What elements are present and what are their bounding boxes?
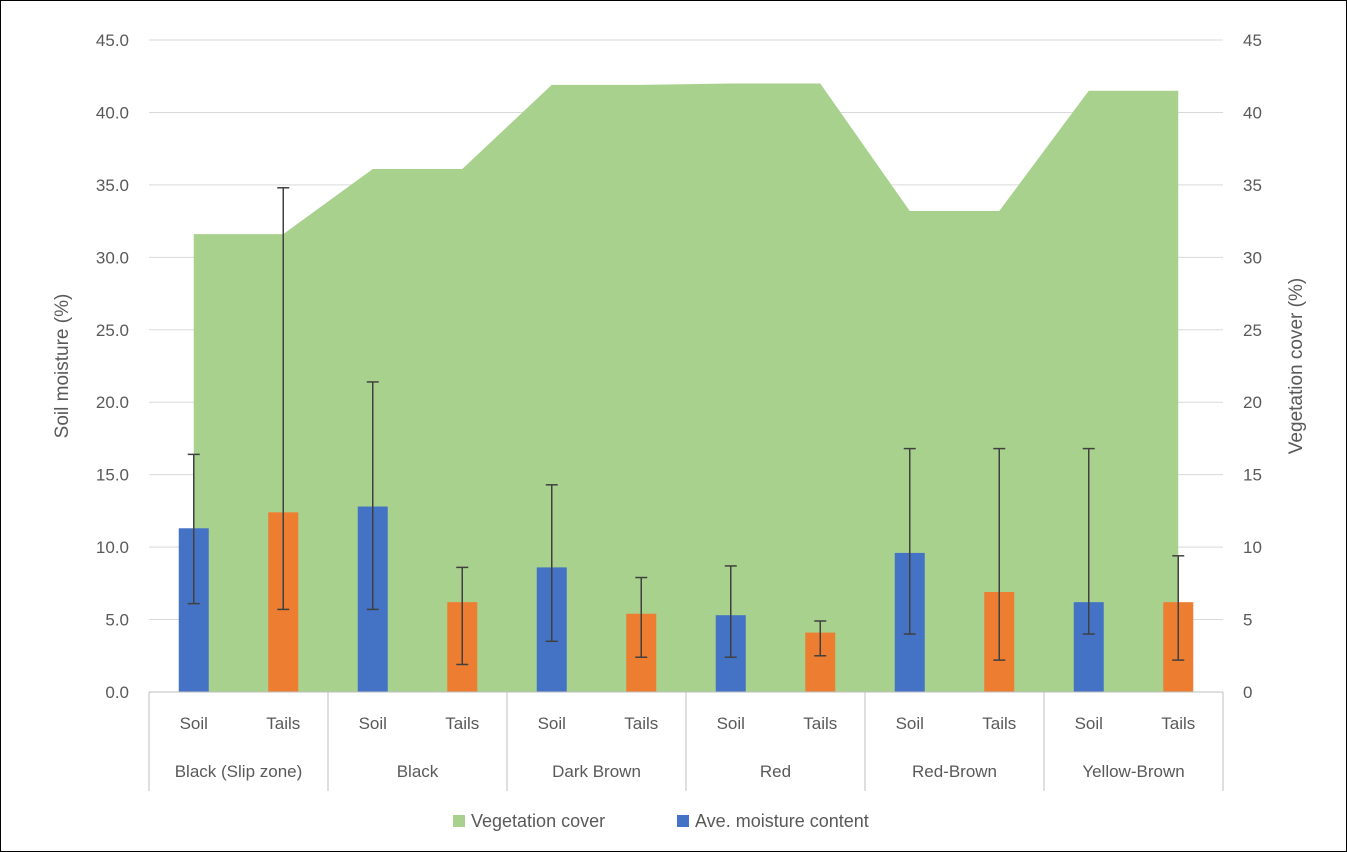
x-tick-label: Soil bbox=[1075, 714, 1103, 733]
y-tick-label: 45.0 bbox=[96, 31, 129, 50]
legend: Vegetation cover Ave. moisture content bbox=[453, 811, 869, 831]
y-axis-title: Soil moisture (%) bbox=[52, 294, 73, 439]
y-tick-label: 40.0 bbox=[96, 103, 129, 122]
error-bars bbox=[187, 187, 1185, 666]
x-group-label: Dark Brown bbox=[552, 762, 641, 781]
y-tick-label: 10.0 bbox=[96, 538, 129, 557]
y2-axis-title: Vegetation cover (%) bbox=[1286, 278, 1307, 454]
y2-tick-label: 10 bbox=[1243, 538, 1262, 557]
y-tick-label: 25.0 bbox=[96, 321, 129, 340]
y-tick-label: 15.0 bbox=[96, 466, 129, 485]
x-tick-label: Soil bbox=[717, 714, 745, 733]
x-tick-label: Soil bbox=[538, 714, 566, 733]
vegetation-cover-area bbox=[193, 83, 1179, 692]
y2-tick-label: 5 bbox=[1243, 611, 1252, 630]
x-group-label: Black bbox=[397, 762, 439, 781]
y-tick-label: 35.0 bbox=[96, 176, 129, 195]
y2-tick-label: 30 bbox=[1243, 248, 1262, 267]
x-tick-label: Soil bbox=[180, 714, 208, 733]
y-tick-label: 0.0 bbox=[105, 683, 129, 702]
y-tick-label: 20.0 bbox=[96, 393, 129, 412]
x-tick-label: Tails bbox=[1161, 714, 1195, 733]
y2-tick-label: 15 bbox=[1243, 466, 1262, 485]
x-tick-label: Soil bbox=[896, 714, 924, 733]
legend-label-moisture: Ave. moisture content bbox=[695, 811, 869, 831]
legend-label-vegetation: Vegetation cover bbox=[471, 811, 605, 831]
x-group-label: Red bbox=[760, 762, 791, 781]
x-group-label: Red-Brown bbox=[912, 762, 997, 781]
x-tick-label: Soil bbox=[359, 714, 387, 733]
axes: 0.0 5.0 10.0 15.0 20.0 25.0 30.0 35.0 40.0 45.0 0 5… bbox=[96, 31, 1262, 791]
x-tick-label: Tails bbox=[624, 714, 658, 733]
legend-swatch-vegetation bbox=[453, 815, 465, 827]
y2-tick-label: 20 bbox=[1243, 393, 1262, 412]
x-group-label: Yellow-Brown bbox=[1082, 762, 1184, 781]
y-tick-label: 5.0 bbox=[105, 611, 129, 630]
y2-tick-label: 35 bbox=[1243, 176, 1262, 195]
x-group-label: Black (Slip zone) bbox=[175, 762, 303, 781]
legend-swatch-moisture bbox=[677, 815, 689, 827]
x-tick-label: Tails bbox=[803, 714, 837, 733]
x-tick-label: Tails bbox=[445, 714, 479, 733]
x-tick-label: Tails bbox=[266, 714, 300, 733]
y2-tick-label: 0 bbox=[1243, 683, 1252, 702]
y2-tick-label: 45 bbox=[1243, 31, 1262, 50]
y2-tick-label: 40 bbox=[1243, 103, 1262, 122]
y-tick-label: 30.0 bbox=[96, 248, 129, 267]
x-tick-label: Tails bbox=[982, 714, 1016, 733]
y2-tick-label: 25 bbox=[1243, 321, 1262, 340]
vegetation-area bbox=[193, 83, 1179, 692]
